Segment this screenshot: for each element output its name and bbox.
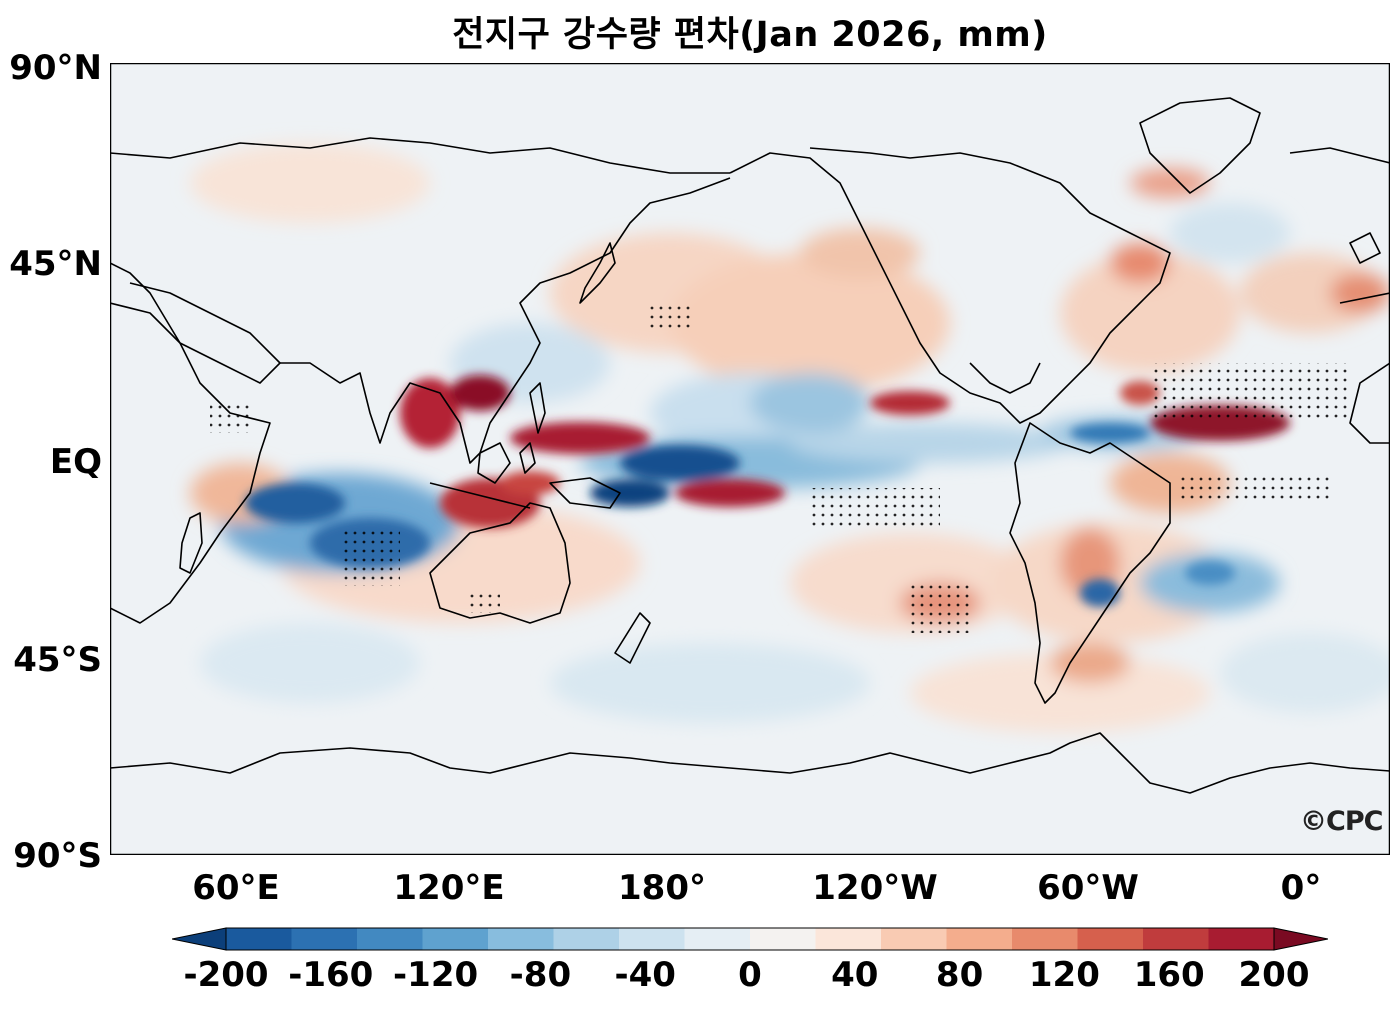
colorbar-swatch xyxy=(422,928,489,950)
colorbar-swatch xyxy=(750,928,816,950)
lon-label-60e: 60°E xyxy=(192,868,280,908)
lon-label-180: 180° xyxy=(618,868,706,908)
colorbar-swatch xyxy=(1077,928,1144,950)
map-canvas xyxy=(109,62,1400,856)
colorbar-swatch xyxy=(226,928,292,950)
lat-label-90n: 90°N xyxy=(9,48,102,88)
lat-label-45n: 45°N xyxy=(9,244,102,284)
colorbar-tick-label: 160 xyxy=(1133,955,1205,995)
colorbar-swatch xyxy=(1143,928,1209,950)
colorbar-swatch xyxy=(1012,928,1078,950)
colorbar-tick-label: 120 xyxy=(1028,955,1100,995)
colorbar-tick-label: -80 xyxy=(509,955,572,995)
lon-label-120w: 120°W xyxy=(812,868,938,908)
colorbar-swatch xyxy=(1208,928,1275,950)
colorbar-tick-label: 0 xyxy=(738,955,762,995)
lat-label-90s: 90°S xyxy=(13,836,102,876)
colorbar-extend-high xyxy=(1273,927,1328,951)
colorbar-swatch xyxy=(684,928,751,950)
colorbar-swatch xyxy=(291,928,358,950)
coastlines xyxy=(109,97,1391,794)
map-title: 전지구 강수량 편차(Jan 2026, mm) xyxy=(452,15,1048,55)
colorbar xyxy=(172,927,1328,951)
lon-label-0: 0° xyxy=(1280,868,1322,908)
lon-label-60w: 60°W xyxy=(1037,868,1139,908)
colorbar-extend-low xyxy=(172,927,227,951)
map-frame xyxy=(109,62,1391,856)
cpc-credit: ©CPC xyxy=(1300,806,1383,837)
colorbar-swatch xyxy=(488,928,554,950)
lat-label-45s: 45°S xyxy=(13,640,102,680)
significance-stippling xyxy=(210,303,1350,633)
colorbar-tick-label: -120 xyxy=(393,955,479,995)
colorbar-swatch xyxy=(619,928,685,950)
lat-label-eq: EQ xyxy=(49,442,102,482)
colorbar-swatch xyxy=(815,928,882,950)
precipitation-anomaly-map xyxy=(109,62,1400,856)
colorbar-swatch xyxy=(946,928,1013,950)
colorbar-swatch xyxy=(553,928,620,950)
colorbar-tick-label: -200 xyxy=(183,955,269,995)
colorbar-tick-label: -40 xyxy=(614,955,676,995)
colorbar-tick-label: 40 xyxy=(831,955,879,995)
anomaly-field xyxy=(190,143,1400,733)
colorbar-swatch xyxy=(357,928,423,950)
colorbar-tick-label: 200 xyxy=(1238,955,1310,995)
colorbar-outline xyxy=(225,927,1275,951)
lon-label-120e: 120°E xyxy=(393,868,505,908)
colorbar-swatch xyxy=(881,928,947,950)
colorbar-tick-label: 80 xyxy=(935,955,984,995)
colorbar-tick-label: -160 xyxy=(288,955,374,995)
